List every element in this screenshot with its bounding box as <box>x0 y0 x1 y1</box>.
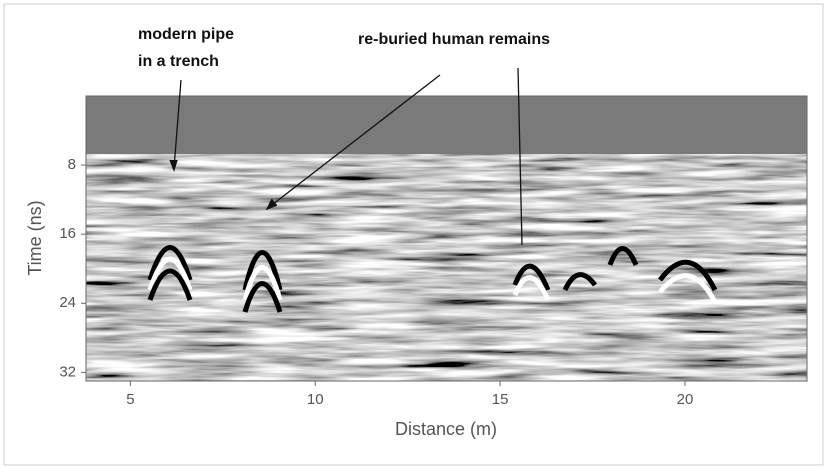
hyperbolas <box>147 245 718 313</box>
frame <box>3 3 824 466</box>
y-tick-label: 24 <box>59 294 76 311</box>
x-tick-label: 5 <box>126 391 134 408</box>
reflections <box>86 152 807 381</box>
y-tick-label: 8 <box>68 156 76 173</box>
y-axis-label: Time (ns) <box>25 200 45 275</box>
air-band <box>86 96 807 154</box>
x-axis-label: Distance (m) <box>395 419 497 439</box>
y-tick-label: 32 <box>59 363 76 380</box>
annotation: re-buried human remains <box>358 31 550 48</box>
annotation: modern pipe <box>138 26 234 43</box>
x-tick-label: 10 <box>307 391 324 408</box>
x-tick-label: 15 <box>492 391 509 408</box>
arrows <box>169 67 523 246</box>
plot-border <box>85 95 808 382</box>
radargram-image <box>86 96 807 381</box>
y-tick-label: 16 <box>59 225 76 242</box>
x-tick-label: 20 <box>677 391 694 408</box>
annotation: in a trench <box>138 53 219 70</box>
